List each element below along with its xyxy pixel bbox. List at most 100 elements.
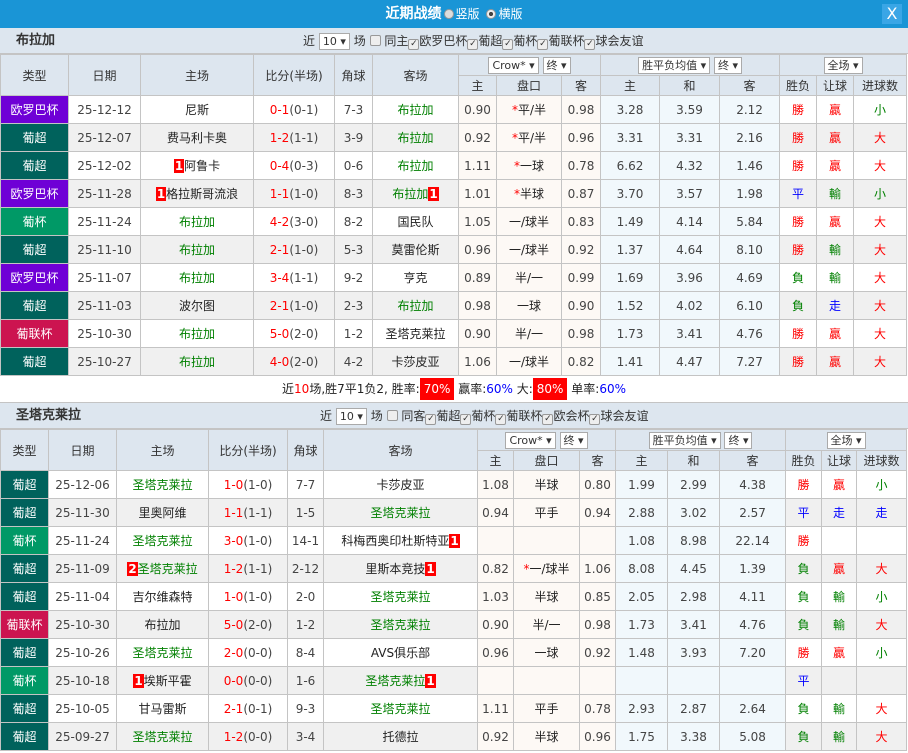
home-team[interactable]: 圣塔克莱拉 [132, 534, 193, 548]
home-team-cell[interactable]: 甘马雷斯 [116, 694, 209, 723]
same-venue-checkbox[interactable] [369, 35, 381, 46]
away-team[interactable]: 布拉加 [397, 103, 434, 117]
away-team[interactable]: 卡莎皮亚 [376, 478, 425, 492]
away-team[interactable]: 布拉加 [397, 159, 434, 173]
league-checkbox[interactable]: ✓ [425, 414, 437, 425]
league-type[interactable]: 葡超 [0, 347, 69, 376]
home-team[interactable]: 布拉加 [144, 618, 181, 632]
league-type[interactable]: 葡超 [0, 694, 49, 723]
home-team[interactable]: 埃斯平霍 [143, 674, 192, 688]
league-checkbox[interactable]: ✓ [589, 414, 601, 425]
away-team[interactable]: 圣塔克莱拉 [365, 674, 426, 688]
away-team[interactable]: 圣塔克莱拉 [385, 327, 446, 341]
league-checkbox[interactable]: ✓ [460, 414, 472, 425]
league-type[interactable]: 葡杯 [0, 207, 69, 236]
away-team-cell[interactable]: 布拉加 [372, 291, 459, 320]
away-team-cell[interactable]: 圣塔克莱拉1 [323, 666, 478, 695]
scope-select[interactable]: 全场 ▾ [823, 56, 863, 74]
company-select[interactable]: Crow* ▾ [488, 56, 539, 74]
scope-select[interactable]: 全场 ▾ [826, 431, 866, 449]
home-team[interactable]: 尼斯 [184, 103, 209, 117]
home-team[interactable]: 里奥阿维 [138, 506, 187, 520]
away-team-cell[interactable]: 圣塔克莱拉 [323, 498, 478, 527]
away-team[interactable]: 里斯本竞技 [365, 562, 426, 576]
away-team-cell[interactable]: 布拉加 [372, 95, 459, 124]
away-team[interactable]: 圣塔克莱拉 [370, 702, 431, 716]
odds-end-select[interactable]: 终 ▾ [724, 431, 753, 449]
away-team-cell[interactable]: 圣塔克莱拉 [323, 694, 478, 723]
league-checkbox[interactable]: ✓ [542, 414, 554, 425]
league-type[interactable]: 葡超 [0, 722, 49, 751]
home-team-cell[interactable]: 布拉加 [140, 207, 254, 236]
league-type[interactable]: 葡超 [0, 498, 49, 527]
home-team-cell[interactable]: 布拉加 [116, 610, 209, 639]
away-team[interactable]: 莫雷伦斯 [391, 243, 440, 257]
league-type[interactable]: 葡超 [0, 151, 69, 180]
home-team-cell[interactable]: 里奥阿维 [116, 498, 209, 527]
same-venue-checkbox[interactable] [386, 410, 398, 421]
away-team[interactable]: 布拉加 [397, 131, 434, 145]
away-team-cell[interactable]: 圣塔克莱拉 [372, 319, 459, 348]
away-team[interactable]: 布拉加 [392, 187, 429, 201]
home-team[interactable]: 格拉斯哥流浪 [166, 187, 239, 201]
away-team[interactable]: AVS俱乐部 [370, 646, 431, 660]
league-type[interactable]: 葡超 [0, 638, 49, 667]
away-team-cell[interactable]: 莫雷伦斯 [372, 235, 459, 264]
league-type[interactable]: 欧罗巴杯 [0, 263, 69, 292]
home-team[interactable]: 布拉加 [178, 355, 215, 369]
league-type[interactable]: 葡杯 [0, 526, 49, 555]
home-team-cell[interactable]: 波尔图 [140, 291, 254, 320]
league-checkbox[interactable]: ✓ [537, 39, 549, 50]
home-team[interactable]: 费马利卡奥 [166, 131, 227, 145]
league-type[interactable]: 葡超 [0, 582, 49, 611]
away-team[interactable]: 卡莎皮亚 [391, 355, 440, 369]
home-team-cell[interactable]: 圣塔克莱拉 [116, 722, 209, 751]
handicap-end-select[interactable]: 终 ▾ [559, 431, 588, 449]
home-team-cell[interactable]: 1格拉斯哥流浪 [140, 179, 254, 208]
home-team[interactable]: 布拉加 [178, 271, 215, 285]
match-count-select[interactable]: 10 ▾ [318, 33, 350, 50]
home-team[interactable]: 波尔图 [178, 299, 215, 313]
away-team-cell[interactable]: 国民队 [372, 207, 459, 236]
home-team[interactable]: 吉尔维森特 [132, 590, 193, 604]
odds-end-select[interactable]: 终 ▾ [713, 56, 742, 74]
away-team[interactable]: 布拉加 [397, 299, 434, 313]
away-team[interactable]: 科梅西奥印杜斯特亚 [341, 534, 450, 548]
league-type[interactable]: 葡超 [0, 123, 69, 152]
league-checkbox[interactable]: ✓ [408, 39, 420, 50]
away-team-cell[interactable]: 布拉加 [372, 123, 459, 152]
away-team-cell[interactable]: 里斯本竞技1 [323, 554, 478, 583]
radio-vertical[interactable] [443, 9, 454, 19]
away-team[interactable]: 亨克 [403, 271, 428, 285]
home-team[interactable]: 圣塔克莱拉 [132, 646, 193, 660]
home-team-cell[interactable]: 布拉加 [140, 319, 254, 348]
away-team-cell[interactable]: 科梅西奥印杜斯特亚1 [323, 526, 478, 555]
home-team-cell[interactable]: 1阿鲁卡 [140, 151, 254, 180]
home-team-cell[interactable]: 圣塔克莱拉 [116, 526, 209, 555]
away-team[interactable]: 圣塔克莱拉 [370, 506, 431, 520]
away-team-cell[interactable]: 圣塔克莱拉 [323, 582, 478, 611]
home-team-cell[interactable]: 圣塔克莱拉 [116, 470, 209, 499]
home-team-cell[interactable]: 1埃斯平霍 [116, 666, 209, 695]
away-team-cell[interactable]: 卡莎皮亚 [323, 470, 478, 499]
home-team[interactable]: 甘马雷斯 [138, 702, 187, 716]
league-type[interactable]: 葡联杯 [0, 319, 69, 348]
away-team[interactable]: 国民队 [397, 215, 434, 229]
away-team[interactable]: 圣塔克莱拉 [370, 618, 431, 632]
home-team[interactable]: 圣塔克莱拉 [132, 730, 193, 744]
home-team-cell[interactable]: 2圣塔克莱拉 [116, 554, 209, 583]
league-type[interactable]: 葡联杯 [0, 610, 49, 639]
home-team[interactable]: 阿鲁卡 [184, 159, 221, 173]
league-type[interactable]: 葡超 [0, 235, 69, 264]
home-team-cell[interactable]: 尼斯 [140, 95, 254, 124]
odds-type-select[interactable]: 胜平负均值 ▾ [648, 431, 721, 449]
home-team-cell[interactable]: 布拉加 [140, 347, 254, 376]
home-team[interactable]: 圣塔克莱拉 [137, 562, 198, 576]
home-team[interactable]: 圣塔克莱拉 [132, 478, 193, 492]
away-team-cell[interactable]: 卡莎皮亚 [372, 347, 459, 376]
radio-horizontal[interactable] [486, 9, 497, 19]
away-team-cell[interactable]: 布拉加 [372, 151, 459, 180]
handicap-end-select[interactable]: 终 ▾ [542, 56, 571, 74]
league-type[interactable]: 欧罗巴杯 [0, 179, 69, 208]
close-button[interactable]: X [882, 4, 902, 24]
